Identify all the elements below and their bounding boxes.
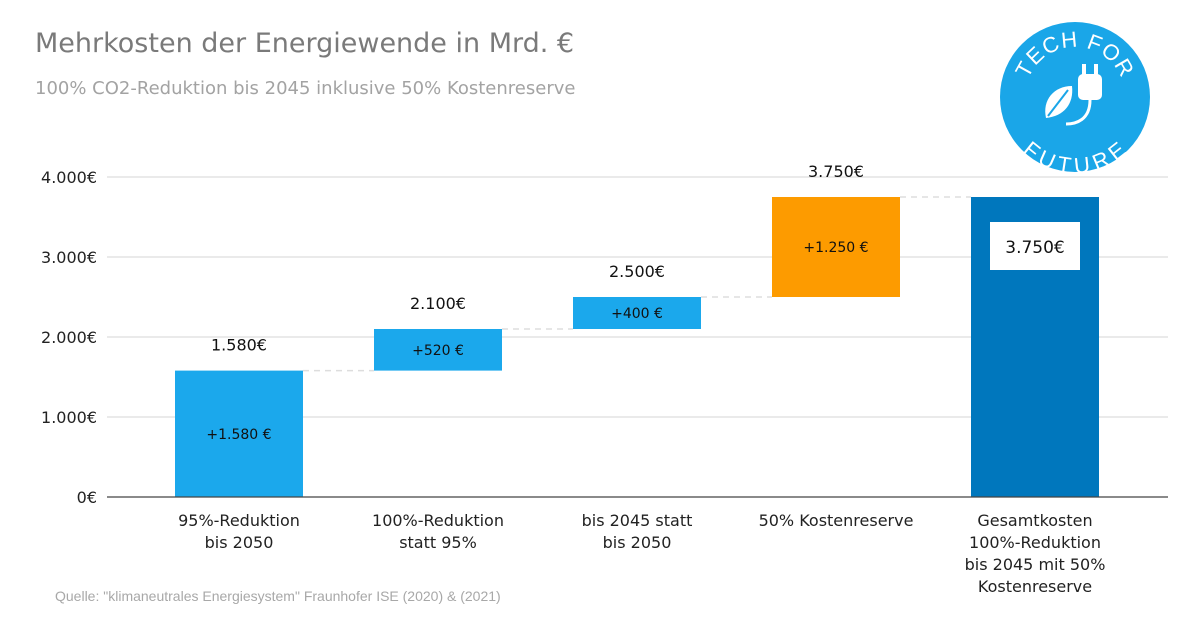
x-tick-label: Gesamtkosten <box>977 511 1092 530</box>
bar-total-label: 2.500€ <box>609 262 665 281</box>
bar <box>573 297 701 329</box>
x-tick-label: statt 95% <box>399 533 477 552</box>
bar-total-label: 3.750€ <box>808 162 864 181</box>
logo-circle <box>1000 22 1150 172</box>
y-tick-label: 3.000€ <box>41 248 97 267</box>
y-tick-label: 2.000€ <box>41 328 97 347</box>
bar <box>175 370 303 497</box>
y-tick-label: 0€ <box>77 488 97 507</box>
tech-for-future-logo: TECH FOR FUTURE <box>1000 22 1150 174</box>
bar-value-label: +400 € <box>611 306 663 322</box>
x-tick-label: bis 2045 statt <box>582 511 693 530</box>
chart-source: Quelle: "klimaneutrales Energiesystem" F… <box>55 588 501 604</box>
bar-total-label: 1.580€ <box>211 336 267 355</box>
bar-value-label: +520 € <box>412 343 464 359</box>
bar-value-label: +1.580 € <box>206 427 271 443</box>
bar-value-label: 3.750€ <box>1005 238 1064 258</box>
x-tick-label: 100%-Reduktion <box>969 533 1101 552</box>
bar-value-label: +1.250 € <box>803 240 868 256</box>
plug-leaf-icon <box>1045 64 1102 126</box>
x-tick-label: bis 2045 mit 50% <box>965 555 1106 574</box>
x-tick-label: Kostenreserve <box>978 577 1092 596</box>
chart-title: Mehrkosten der Energiewende in Mrd. € <box>35 28 575 59</box>
bar <box>772 197 900 297</box>
total-label-box <box>990 222 1080 270</box>
y-tick-label: 4.000€ <box>41 168 97 187</box>
x-tick-label: bis 2050 <box>603 533 672 552</box>
x-tick-label: 95%-Reduktion <box>178 511 300 530</box>
x-tick-label: 50% Kostenreserve <box>759 511 914 530</box>
x-tick-label: bis 2050 <box>205 533 274 552</box>
y-tick-label: 1.000€ <box>41 408 97 427</box>
x-tick-label: 100%-Reduktion <box>372 511 504 530</box>
bar <box>374 329 502 371</box>
chart-subtitle: 100% CO2-Reduktion bis 2045 inklusive 50… <box>35 78 576 99</box>
bar-total-label: 2.100€ <box>410 294 466 313</box>
